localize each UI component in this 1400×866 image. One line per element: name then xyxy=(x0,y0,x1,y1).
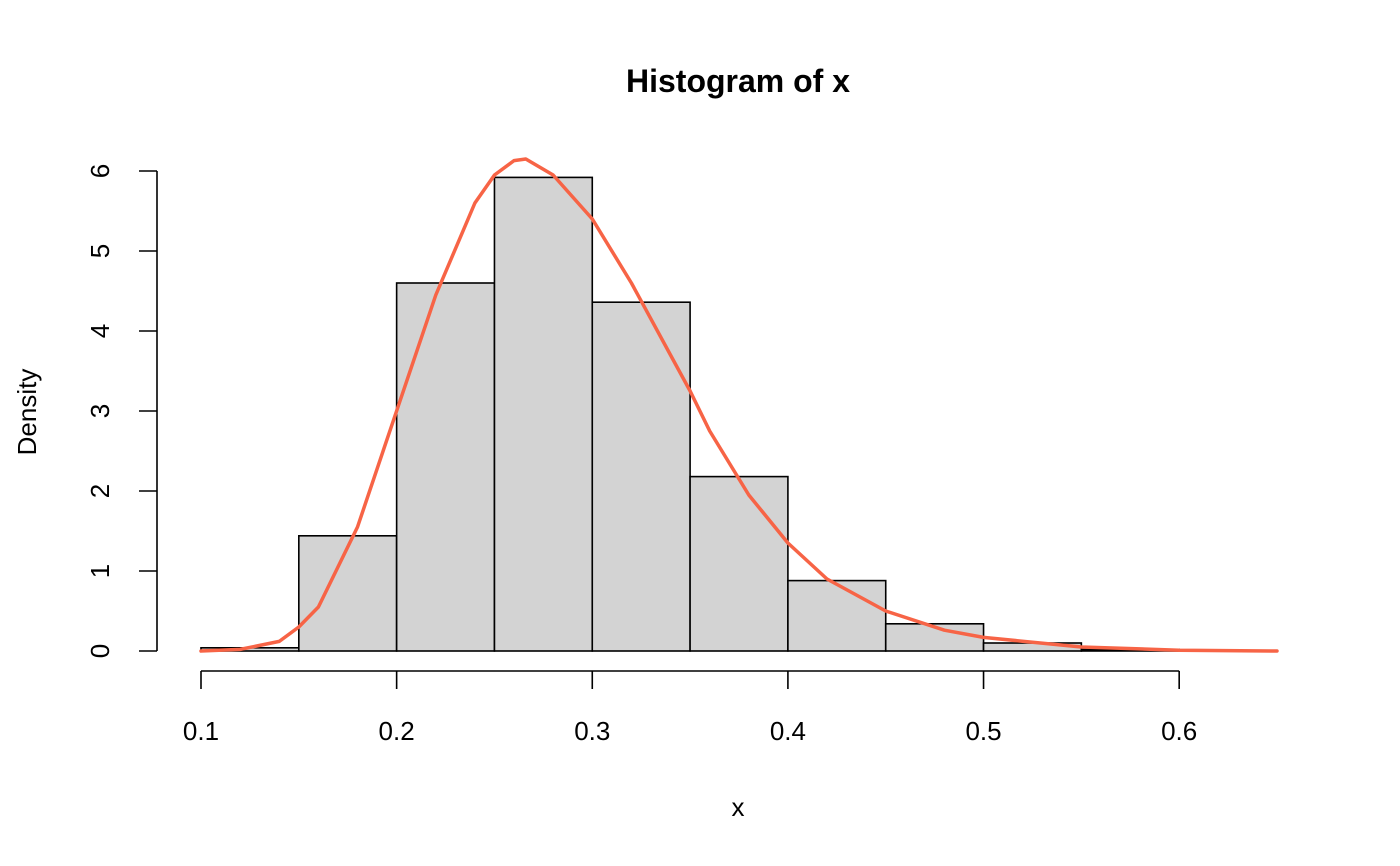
y-tick-label: 0 xyxy=(85,644,115,658)
histogram-bar-3 xyxy=(395,282,496,652)
y-tick-label: 3 xyxy=(85,404,115,418)
x-tick-label: 0.6 xyxy=(1161,716,1197,746)
y-tick-label: 2 xyxy=(85,484,115,498)
y-tick-label: 4 xyxy=(85,324,115,338)
histogram-bars xyxy=(200,176,1180,652)
histogram-bar-6 xyxy=(689,475,789,652)
density-curve-line xyxy=(199,157,1279,653)
x-axis: 0.1 0.2 0.3 0.4 0.5 0.6 xyxy=(183,670,1197,746)
y-tick-label: 6 xyxy=(85,164,115,178)
density-curve-layer xyxy=(199,157,1279,653)
histogram-bar-7 xyxy=(787,579,887,652)
chart-title: Histogram of x xyxy=(626,63,850,99)
x-tick-label: 0.4 xyxy=(770,716,806,746)
y-axis: 0 1 2 3 4 5 6 xyxy=(85,164,158,658)
y-axis-label: Density xyxy=(12,369,42,456)
histogram-bar-2 xyxy=(298,534,398,652)
y-tick-label: 5 xyxy=(85,244,115,258)
x-axis-label: x xyxy=(732,792,745,822)
histogram-bar-5 xyxy=(591,301,691,652)
x-tick-label: 0.2 xyxy=(379,716,415,746)
histogram-bar-4 xyxy=(493,176,594,652)
y-tick-label: 1 xyxy=(85,564,115,578)
x-tick-label: 0.3 xyxy=(574,716,610,746)
x-tick-label: 0.5 xyxy=(965,716,1001,746)
x-tick-label: 0.1 xyxy=(183,716,219,746)
